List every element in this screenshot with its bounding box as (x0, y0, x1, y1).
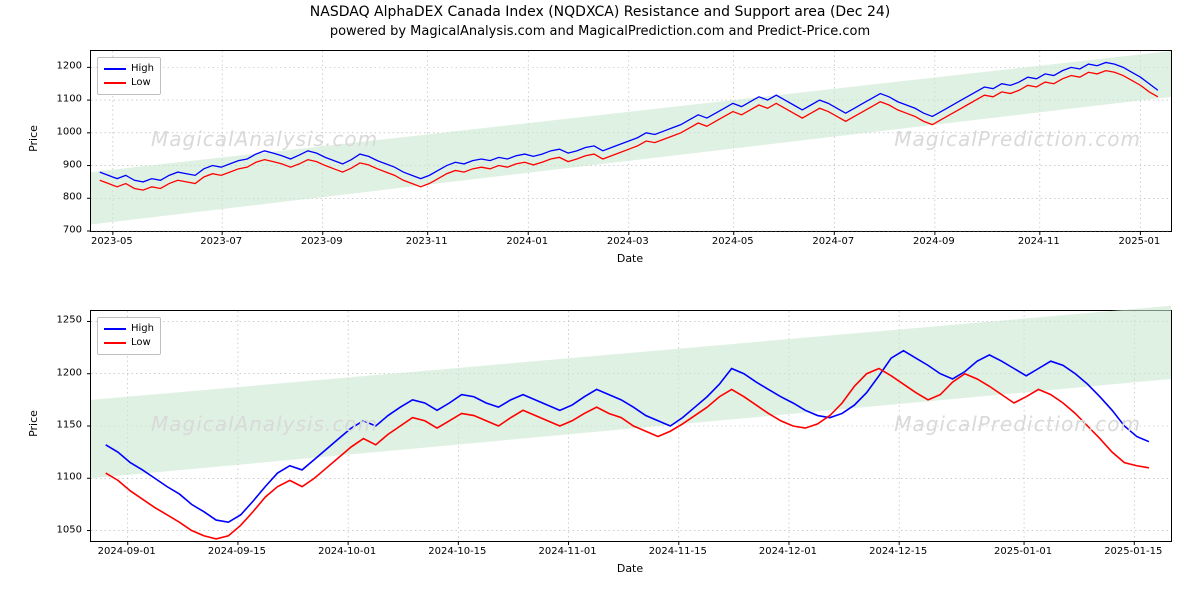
x-tick-label: 2025-01 (1118, 236, 1160, 247)
y-tick-label: 1100 (42, 472, 82, 483)
x-tick-label: 2024-09-15 (208, 546, 266, 557)
x-tick-label: 2023-11 (406, 236, 448, 247)
x-axis-label-bottom: Date (90, 562, 1170, 575)
chart-top-svg (91, 51, 1171, 231)
legend-line-high (104, 328, 126, 330)
x-tick-label: 2024-12-01 (759, 546, 817, 557)
chart-bottom-svg (91, 311, 1171, 541)
y-axis-label-bottom: Price (27, 410, 40, 437)
x-tick-label: 2024-05 (712, 236, 754, 247)
y-tick-label: 900 (42, 159, 82, 170)
x-tick-label: 2024-10-01 (318, 546, 376, 557)
y-tick-label: 1050 (42, 524, 82, 535)
chart-top-axes: High Low MagicalAnalysis.com MagicalPred… (90, 50, 1172, 232)
legend-line-high (104, 68, 126, 70)
legend-top: High Low (97, 57, 161, 95)
y-tick-label: 1000 (42, 126, 82, 137)
chart-bottom-axes: High Low MagicalAnalysis.com MagicalPred… (90, 310, 1172, 542)
legend-item-low: Low (104, 336, 154, 350)
y-tick-label: 1200 (42, 367, 82, 378)
x-tick-label: 2025-01-15 (1104, 546, 1162, 557)
legend-item-low: Low (104, 76, 154, 90)
legend-item-high: High (104, 322, 154, 336)
x-axis-label-top: Date (90, 252, 1170, 265)
chart-subtitle: powered by MagicalAnalysis.com and Magic… (0, 24, 1200, 39)
y-tick-label: 1100 (42, 94, 82, 105)
x-tick-label: 2024-03 (607, 236, 649, 247)
x-tick-label: 2025-01-01 (994, 546, 1052, 557)
y-axis-label-top: Price (27, 125, 40, 152)
x-tick-label: 2024-11-01 (538, 546, 596, 557)
legend-bottom: High Low (97, 317, 161, 355)
legend-label-high: High (131, 322, 154, 336)
x-tick-label: 2024-09 (913, 236, 955, 247)
y-tick-label: 1200 (42, 61, 82, 72)
legend-label-low: Low (131, 76, 151, 90)
chart-title: NASDAQ AlphaDEX Canada Index (NQDXCA) Re… (0, 4, 1200, 20)
y-tick-label: 700 (42, 225, 82, 236)
legend-line-low (104, 82, 126, 84)
x-tick-label: 2024-10-15 (428, 546, 486, 557)
figure: NASDAQ AlphaDEX Canada Index (NQDXCA) Re… (0, 0, 1200, 600)
y-tick-label: 1150 (42, 420, 82, 431)
x-tick-label: 2024-09-01 (98, 546, 156, 557)
x-tick-label: 2024-12-15 (869, 546, 927, 557)
x-tick-label: 2024-07 (812, 236, 854, 247)
x-tick-label: 2024-11-15 (649, 546, 707, 557)
x-tick-label: 2023-09 (301, 236, 343, 247)
y-tick-label: 800 (42, 192, 82, 203)
legend-line-low (104, 342, 126, 344)
y-tick-label: 1250 (42, 315, 82, 326)
legend-item-high: High (104, 62, 154, 76)
legend-label-high: High (131, 62, 154, 76)
x-tick-label: 2024-01 (506, 236, 548, 247)
x-tick-label: 2024-11 (1018, 236, 1060, 247)
x-tick-label: 2023-07 (200, 236, 242, 247)
x-tick-label: 2023-05 (91, 236, 133, 247)
legend-label-low: Low (131, 336, 151, 350)
